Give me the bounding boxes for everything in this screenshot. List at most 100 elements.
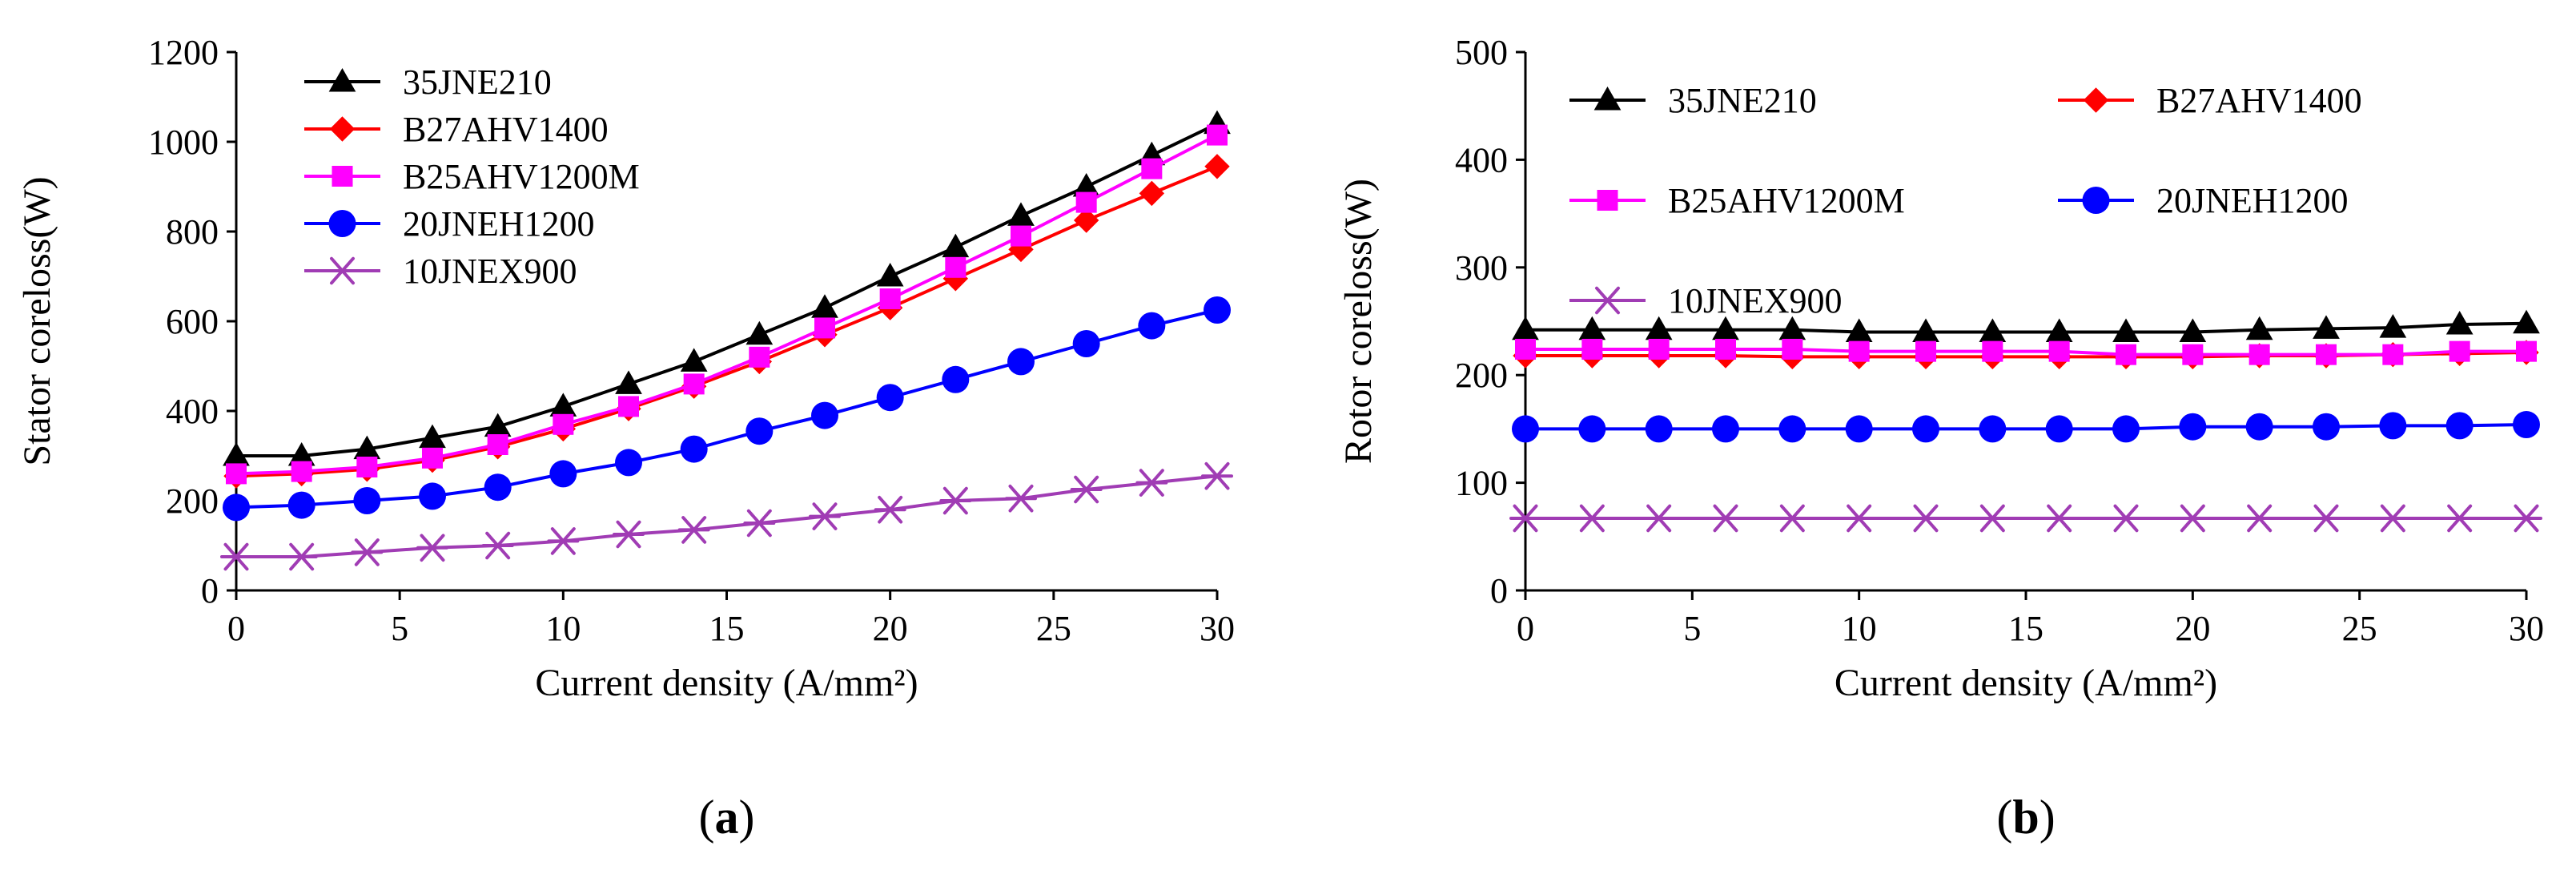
data-point-b25ahv1200m <box>814 317 835 339</box>
legend-item-b27ahv1400: B27AHV1400 <box>2058 81 2362 120</box>
data-point-b25ahv1200m <box>2316 344 2337 365</box>
data-point-35jne210 <box>1007 202 1035 226</box>
x-axis-title: Current density (A/mm²) <box>1835 662 2217 704</box>
data-point-20jneh1200 <box>2379 412 2407 440</box>
legend-item-20jneh1200: 20JNEH1200 <box>2058 181 2349 220</box>
data-point-35jne210 <box>2313 315 2340 339</box>
data-point-35jne210 <box>2179 318 2207 342</box>
panel-a-stator-coreloss-chart: 0 200 400 600 800 1000 1200 0 5 10 15 20 25 30 Current… <box>16 33 1235 844</box>
x-tick-label: 25 <box>1036 609 1071 648</box>
y-tick-label: 300 <box>1455 248 1508 288</box>
series-line-b25ahv1200m <box>235 133 1218 476</box>
legend-label: 20JNEH1200 <box>403 204 595 244</box>
data-point-10jnex900 <box>2243 504 2276 533</box>
data-point-b25ahv1200m <box>945 256 967 278</box>
data-point-20jneh1200 <box>1512 415 1539 443</box>
legend-marker <box>326 256 359 285</box>
data-point-10jnex900 <box>2110 504 2142 533</box>
data-point-10jnex900 <box>809 502 841 530</box>
data-point-20jneh1200 <box>2112 415 2140 443</box>
data-point-b25ahv1200m <box>487 434 508 455</box>
legend-marker <box>328 210 356 237</box>
data-point-10jnex900 <box>1135 469 1168 497</box>
data-point-10jnex900 <box>1710 504 1742 533</box>
series-line-35jne210 <box>236 122 1218 457</box>
data-point-b27ahv1400 <box>1073 207 1099 233</box>
data-point-10jnex900 <box>1070 475 1103 504</box>
data-point-10jnex900 <box>1576 504 1609 533</box>
data-point-20jneh1200 <box>1645 415 1673 443</box>
data-point-10jnex900 <box>1005 484 1037 513</box>
data-point-10jnex900 <box>2443 504 2476 533</box>
series-line-20jneh1200 <box>235 308 1218 510</box>
data-point-10jnex900 <box>874 495 906 524</box>
series-line-10jnex900 <box>236 474 1218 558</box>
legend-marker <box>332 166 353 187</box>
data-point-10jnex900 <box>416 534 448 562</box>
data-point-35jne210 <box>876 262 904 287</box>
panel-label-letter: a <box>715 791 739 844</box>
legend-item-b25ahv1200m: B25AHV1200M <box>1569 181 1905 220</box>
data-point-b25ahv1200m <box>879 288 901 309</box>
data-point-b25ahv1200m <box>2516 340 2537 362</box>
legend: 35JNE210 B27AHV1400 B25AHV1200M 20JNEH1200 1… <box>1569 81 2362 320</box>
data-point-b25ahv1200m <box>2182 344 2204 365</box>
legend-label: B25AHV1200M <box>1668 181 1905 220</box>
series-line-b27ahv1400 <box>235 164 1218 478</box>
data-point-10jnex900 <box>1642 504 1675 533</box>
legend-label: 10JNEX900 <box>403 252 577 291</box>
data-point-b25ahv1200m <box>1648 338 1670 360</box>
data-point-b25ahv1200m <box>749 346 770 368</box>
data-point-b27ahv1400 <box>1204 154 1230 179</box>
series-line-20jneh1200 <box>1525 423 2527 431</box>
series-b25ahv1200m <box>226 124 1228 485</box>
data-point-20jneh1200 <box>549 460 577 488</box>
x-tick-label: 20 <box>873 609 908 648</box>
data-point-10jnex900 <box>220 542 252 571</box>
data-point-20jneh1200 <box>1979 415 2007 443</box>
data-point-b25ahv1200m <box>1207 124 1228 146</box>
data-point-10jnex900 <box>2176 504 2209 533</box>
data-point-10jnex900 <box>2377 504 2409 533</box>
data-point-b25ahv1200m <box>2248 344 2270 365</box>
legend-marker <box>2082 187 2110 214</box>
y-tick-label: 0 <box>1490 571 1508 610</box>
legend-label: B27AHV1400 <box>2156 81 2362 120</box>
legend-item-35jne210: 35JNE210 <box>1569 81 1817 120</box>
data-point-10jnex900 <box>547 527 580 555</box>
x-tick-label: 0 <box>227 609 245 648</box>
panel-label: (a) <box>699 791 755 844</box>
data-point-b25ahv1200m <box>1982 340 2003 362</box>
data-point-b25ahv1200m <box>553 413 574 435</box>
data-point-20jneh1200 <box>1712 415 1739 443</box>
legend-label: B27AHV1400 <box>403 110 609 149</box>
y-tick-label: 800 <box>166 212 219 252</box>
data-point-10jnex900 <box>1509 504 1541 533</box>
y-tick-label: 100 <box>1455 464 1508 503</box>
data-point-35jne210 <box>2245 316 2273 340</box>
axes-frame <box>1524 52 2526 592</box>
y-tick-label: 400 <box>1455 140 1508 179</box>
data-point-20jneh1200 <box>811 401 838 429</box>
series-35jne210 <box>223 110 1231 466</box>
data-point-20jneh1200 <box>2245 413 2273 441</box>
legend-marker <box>1593 86 1622 111</box>
data-point-b25ahv1200m <box>683 373 705 395</box>
panel-b-rotor-coreloss-chart: 0 100 200 300 400 500 0 5 10 15 20 25 30 Current dens… <box>1337 33 2544 844</box>
legend-item-10jnex900: 10JNEX900 <box>304 252 577 291</box>
legend-label: 35JNE210 <box>1668 81 1817 120</box>
data-point-35jne210 <box>745 320 774 345</box>
data-point-10jnex900 <box>2510 504 2542 533</box>
x-tick-label: 15 <box>709 609 745 648</box>
data-point-20jneh1200 <box>2313 413 2340 441</box>
data-point-20jneh1200 <box>1912 415 1939 443</box>
legend-item-20jneh1200: 20JNEH1200 <box>304 204 595 244</box>
data-point-b25ahv1200m <box>618 396 639 417</box>
data-point-20jneh1200 <box>615 449 642 477</box>
data-point-35jne210 <box>942 233 970 258</box>
data-point-10jnex900 <box>939 486 972 515</box>
x-tick-label: 30 <box>1200 609 1235 648</box>
data-point-35jne210 <box>2112 318 2140 342</box>
x-tick-label: 10 <box>545 609 581 648</box>
